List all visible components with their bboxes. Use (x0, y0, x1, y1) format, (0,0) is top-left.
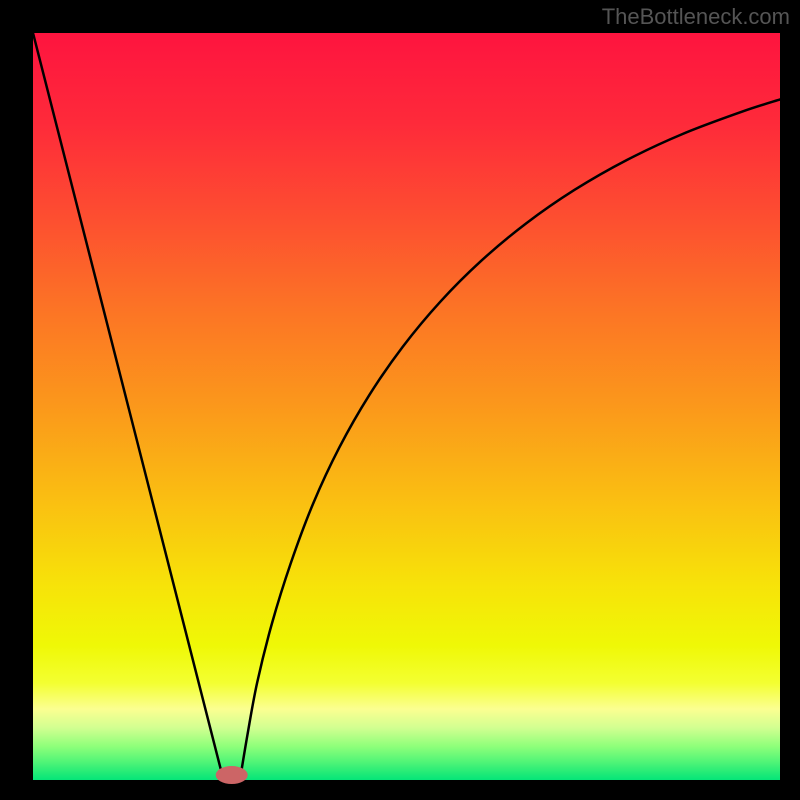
plot-background-rect (33, 33, 780, 780)
watermark-text: TheBottleneck.com (602, 4, 790, 30)
bottleneck-curve-chart (0, 0, 800, 800)
chart-container: TheBottleneck.com (0, 0, 800, 800)
optimum-marker (216, 766, 248, 784)
